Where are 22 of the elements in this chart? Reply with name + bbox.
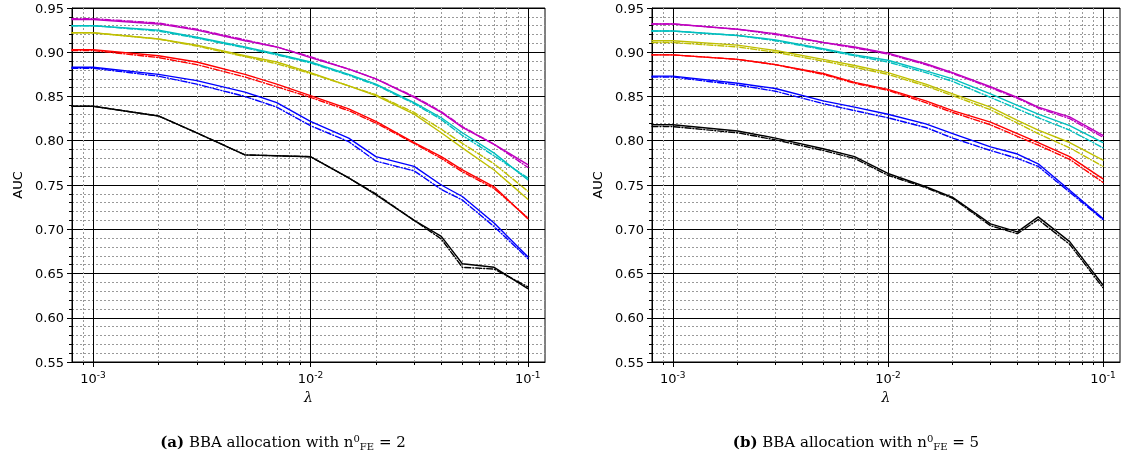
y-tick-label: 0.85 (35, 89, 64, 104)
y-tick-label: 0.60 (35, 310, 64, 326)
y-tick-label: 0.55 (35, 354, 64, 370)
y-tick-label: 0.80 (35, 133, 64, 149)
y-tick-label: 0.85 (615, 89, 644, 104)
y-tick-label: 0.90 (615, 44, 644, 60)
y-tick-label: 0.90 (35, 44, 64, 60)
y-tick-label: 0.70 (615, 221, 644, 237)
y-tick-label: 0.75 (615, 177, 644, 193)
y-tick-label: 0.95 (35, 0, 64, 16)
y-tick-label: 0.65 (35, 266, 64, 281)
x-axis-title: λ (880, 388, 891, 405)
y-tick-label: 0.65 (615, 266, 644, 281)
y-axis-title: AUC (10, 171, 25, 199)
y-tick-label: 0.80 (615, 133, 644, 149)
y-tick-label: 0.75 (35, 177, 64, 193)
x-axis-title: λ (303, 388, 313, 405)
y-tick-label: 0.55 (615, 354, 644, 370)
y-tick-label: 0.70 (35, 221, 64, 237)
y-tick-label: 0.95 (615, 0, 644, 16)
y-axis-title: AUC (590, 171, 605, 199)
y-tick-label: 0.60 (615, 310, 644, 326)
